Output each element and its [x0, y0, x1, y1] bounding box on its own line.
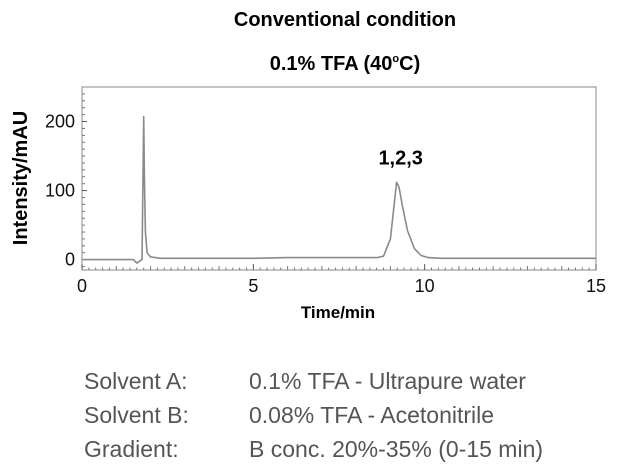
y-axis-label: Intensity/mAU	[10, 111, 32, 245]
gradient-value: B conc. 20%-35% (0-15 min)	[249, 435, 544, 462]
subtitle-part-1: 0.1% TFA (40	[270, 53, 393, 75]
y-tick-label: 0	[65, 250, 75, 270]
x-axis-label: Time/min	[301, 303, 375, 322]
solvent-a-row: Solvent A: 0.1% TFA - Ultrapure water	[84, 364, 543, 398]
y-tick-label: 200	[45, 112, 75, 132]
solvent-a-label: Solvent A:	[84, 367, 188, 394]
chart-subtitle: 0.1% TFA (40oC)	[270, 53, 420, 75]
gradient-row: Gradient: B conc. 20%-35% (0-15 min)	[84, 432, 543, 466]
solvent-a-value: 0.1% TFA - Ultrapure water	[249, 367, 526, 394]
gradient-label: Gradient:	[84, 435, 179, 462]
solvent-b-label: Solvent B:	[84, 401, 189, 428]
x-tick-label: 15	[586, 276, 606, 296]
x-tick-label: 5	[248, 276, 258, 296]
chromatogram-chart: Conventional condition 0.1% TFA (40oC) 0…	[10, 9, 606, 322]
solvent-b-value: 0.08% TFA - Acetonitrile	[249, 401, 495, 428]
solvent-b-row: Solvent B: 0.08% TFA - Acetonitrile	[84, 398, 543, 432]
chart-title: Conventional condition	[234, 9, 456, 31]
peak-label: 1,2,3	[378, 147, 422, 169]
subtitle-degree-mark: o	[392, 53, 399, 65]
plot-frame	[81, 86, 597, 271]
chromatogram-trace	[82, 115, 596, 264]
subtitle-part-2: C)	[399, 53, 420, 75]
x-tick-label: 0	[77, 276, 87, 296]
x-tick-label: 10	[415, 276, 435, 296]
y-tick-label: 100	[45, 181, 75, 201]
axis-ticks: 0 100 200 0 5 10 15	[45, 93, 606, 296]
conditions-block: Solvent A: 0.1% TFA - Ultrapure water So…	[84, 364, 543, 466]
